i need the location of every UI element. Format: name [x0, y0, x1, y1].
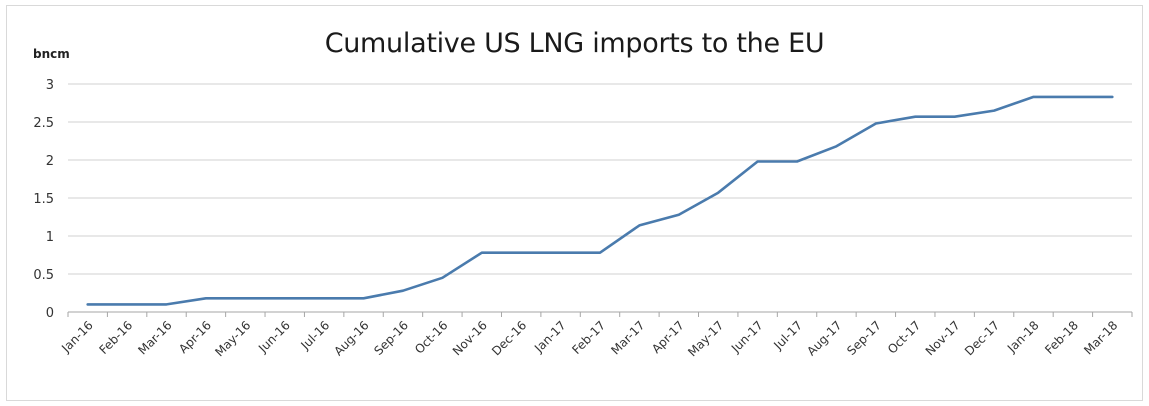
chart-title: Cumulative US LNG imports to the EU	[324, 28, 825, 59]
gridlines	[68, 83, 1132, 275]
x-tick-label: Oct-16	[412, 318, 450, 356]
y-axis-ticks: 0 0.5 1 1.5 2 2.5 3	[33, 78, 54, 321]
x-tick-label: Feb-17	[569, 318, 608, 357]
x-tick-label: May-17	[685, 318, 726, 359]
x-tick-label: Sep-16	[371, 318, 411, 358]
x-tick-label: Jun-17	[728, 318, 766, 356]
x-tick-label: Nov-16	[450, 318, 490, 358]
x-tick-label: Jul-17	[770, 318, 805, 353]
x-tick-label: Mar-17	[608, 318, 647, 357]
y-tick-label: 3	[46, 78, 54, 93]
x-tick-label: May-16	[212, 318, 253, 359]
y-axis-unit-label: bncm	[33, 47, 70, 61]
x-tick-label: Jun-16	[255, 318, 293, 356]
x-tick-label: Sep-17	[844, 318, 884, 358]
x-tick-label: Jan-17	[531, 318, 569, 356]
x-tick-label: Mar-18	[1081, 318, 1120, 357]
x-tick-label: Aug-17	[804, 318, 844, 358]
x-tick-label: Feb-18	[1042, 318, 1081, 357]
x-tick-label: Aug-16	[331, 318, 371, 358]
y-tick-label: 1	[46, 230, 54, 245]
x-tick-label: Nov-17	[923, 318, 963, 358]
series-line	[86, 95, 1114, 306]
x-tick-label: Jan-16	[58, 318, 96, 356]
chart-frame	[6, 5, 1143, 401]
series-layer	[86, 95, 1114, 306]
x-tick-label: Mar-16	[135, 318, 174, 357]
x-tick-label: Feb-16	[96, 318, 135, 357]
x-tick-label: Dec-17	[962, 318, 1002, 358]
y-tick-label: 2.5	[33, 116, 54, 131]
x-tick-label: Apr-16	[176, 318, 214, 356]
x-tick-label: Dec-16	[489, 318, 529, 358]
y-tick-label: 0	[46, 306, 54, 321]
x-tick-label: Jan-18	[1004, 318, 1042, 356]
y-tick-label: 2	[46, 154, 54, 169]
y-tick-label: 0.5	[33, 268, 54, 283]
x-tick-label: Jul-16	[298, 318, 333, 353]
y-tick-label: 1.5	[33, 192, 54, 207]
x-tick-label: Apr-17	[649, 318, 687, 356]
x-tick-label: Oct-17	[885, 318, 923, 356]
